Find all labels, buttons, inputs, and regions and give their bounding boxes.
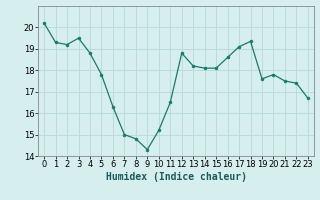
X-axis label: Humidex (Indice chaleur): Humidex (Indice chaleur) bbox=[106, 172, 246, 182]
